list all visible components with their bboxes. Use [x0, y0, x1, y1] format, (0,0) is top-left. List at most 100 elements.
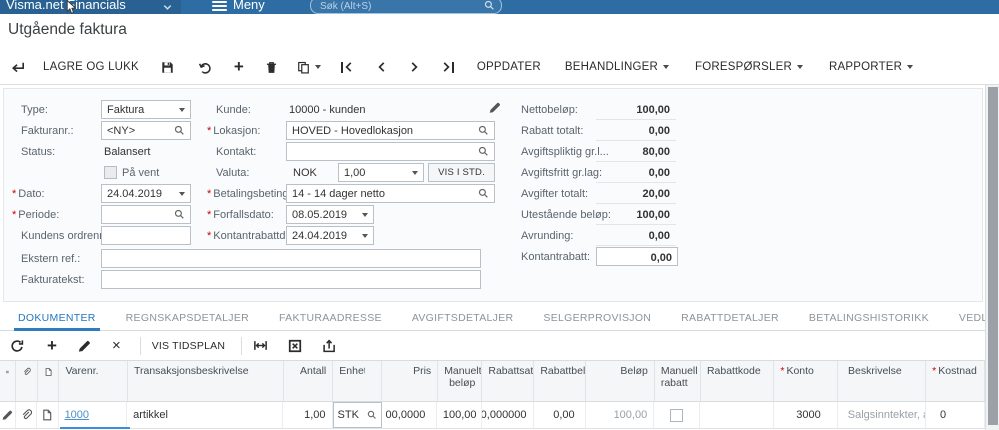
col-antall[interactable]: Antall	[284, 361, 334, 401]
undo-icon[interactable]	[198, 61, 212, 74]
contact-input[interactable]	[292, 145, 478, 158]
external-ref-field[interactable]	[101, 249, 481, 268]
export-excel-icon[interactable]	[288, 339, 302, 353]
previous-record-button[interactable]	[376, 61, 388, 73]
col-transaksjonsbeskrivelse[interactable]: Transaksjonsbeskrivelse	[128, 361, 285, 401]
tab-fakturaadresse[interactable]: FAKTURAADRESSE	[279, 312, 382, 324]
global-search-input[interactable]: Søk (Alt+S)	[310, 0, 502, 14]
fit-width-icon[interactable]	[253, 339, 268, 352]
edit-customer-pencil-icon[interactable]	[488, 101, 501, 114]
period-input[interactable]	[107, 208, 174, 221]
location-field[interactable]: HOVED - Hovedlokasjon	[286, 121, 495, 140]
col-rabattsats[interactable]: Rabattsats	[482, 361, 535, 401]
copy-document-icon[interactable]	[297, 61, 321, 74]
tab-avgiftsdetaljer[interactable]: AVGIFTSDETALJER	[411, 312, 514, 324]
add-row-icon[interactable]: +	[47, 335, 57, 355]
manual-discount-checkbox[interactable]	[670, 408, 684, 422]
col-varenr[interactable]: Varenr.	[59, 361, 128, 401]
col-enhet[interactable]: Enhet	[333, 361, 383, 401]
next-record-button[interactable]	[408, 61, 420, 73]
customer-order-field[interactable]	[101, 226, 191, 245]
tab-betalingshistorikk[interactable]: BETALINGSHISTORIKK	[808, 312, 929, 324]
cash-discount-date-field[interactable]: 24.04.2019	[286, 226, 374, 245]
update-button[interactable]: OPPDATER	[476, 61, 541, 73]
cash-discount-label: Kontantrabatt:	[521, 251, 591, 263]
cell-manuelt-belop[interactable]: 100,00	[437, 402, 482, 428]
tab-rabattdetaljer[interactable]: RABATTDETALJER	[681, 312, 779, 324]
cash-discount-field[interactable]	[596, 247, 678, 267]
cell-kostnad[interactable]: 0	[926, 402, 985, 428]
upload-icon[interactable]	[322, 339, 336, 353]
first-record-button[interactable]	[340, 61, 355, 73]
cell-enhet[interactable]: STK	[332, 402, 382, 428]
type-select[interactable]: Faktura	[101, 100, 191, 119]
cell-rabattsats[interactable]: 0,000000	[482, 402, 534, 428]
on-hold-checkbox[interactable]	[104, 166, 117, 179]
col-rabattkode[interactable]: Rabattkode	[701, 361, 775, 401]
add-icon[interactable]: +	[233, 57, 244, 76]
brand-section	[0, 0, 181, 14]
col-konto[interactable]: * Konto	[774, 361, 839, 401]
col-rabattbelop[interactable]: Rabattbeløp	[534, 361, 587, 401]
tab-dokumenter[interactable]: DOKUMENTER	[14, 312, 100, 331]
cell-transaksjonsbeskrivelse[interactable]: artikkel	[127, 402, 284, 428]
payment-terms-field[interactable]: 14 - 14 dager netto	[286, 184, 495, 203]
hamburger-menu-icon[interactable]	[212, 1, 227, 13]
menu-button[interactable]: Meny	[233, 0, 265, 12]
cell-konto[interactable]: 3000	[774, 402, 838, 428]
row-attachment-icon[interactable]	[16, 402, 38, 428]
tab-regnskapsdetaljer[interactable]: REGNSKAPSDETALJER	[125, 312, 250, 324]
contact-field[interactable]	[286, 142, 495, 161]
cell-manuell-rabatt[interactable]	[654, 402, 701, 428]
period-field[interactable]	[101, 205, 191, 224]
cell-rabattkode[interactable]	[700, 402, 774, 428]
col-pris[interactable]: Pris	[382, 361, 439, 401]
page-title: Utgående faktura	[8, 21, 127, 38]
save-icon[interactable]	[161, 61, 174, 74]
edit-row-pencil-icon[interactable]	[77, 339, 91, 353]
delete-icon[interactable]	[265, 61, 278, 74]
actions-menu-button[interactable]: BEHANDLINGER	[565, 61, 670, 73]
tab-selgerprovisjon[interactable]: SELGERPROVISJON	[543, 312, 652, 324]
delete-row-icon[interactable]: ×	[111, 337, 121, 354]
due-date-field[interactable]: 08.05.2019	[286, 205, 374, 224]
vertical-scrollbar[interactable]	[985, 85, 999, 430]
cell-pris[interactable]: 00,0000	[382, 402, 438, 428]
inquiries-menu-button[interactable]: FORESPØRSLER	[695, 61, 804, 73]
scrollbar-thumb[interactable]	[988, 87, 998, 425]
cash-discount-input[interactable]	[597, 249, 677, 267]
col-belop[interactable]: Beløp	[586, 361, 655, 401]
currency-rate-select[interactable]: 1,00	[338, 163, 424, 182]
col-kostnad[interactable]: * Kostnad	[926, 361, 985, 401]
cell-antall[interactable]: 1,00	[283, 402, 333, 428]
show-schedule-button[interactable]: VIS TIDSPLAN	[151, 339, 226, 352]
invoice-text-input[interactable]	[107, 273, 475, 286]
back-button[interactable]	[10, 61, 25, 74]
row-edit-pencil-icon[interactable]	[0, 402, 16, 428]
save-and-close-button[interactable]: LAGRE OG LUKK	[43, 61, 139, 73]
row-note-icon[interactable]	[37, 402, 59, 428]
reports-menu-button[interactable]: RAPPORTER	[829, 61, 914, 73]
external-ref-input[interactable]	[107, 252, 475, 265]
refresh-icon[interactable]	[10, 339, 24, 353]
customer-value[interactable]: 10000 - kunden	[289, 104, 366, 116]
cell-rabattbelop[interactable]: 0,00	[534, 402, 586, 428]
col-beskrivelse[interactable]: Beskrivelse	[838, 361, 927, 401]
invoice-header-panel: Type: Faktura Fakturanr.: <NY> Status: B…	[3, 88, 983, 302]
cell-varenr[interactable]: 1000	[59, 402, 128, 428]
search-icon[interactable]	[484, 0, 495, 11]
date-field[interactable]: 24.04.2019	[101, 184, 191, 203]
col-manuell-rabatt[interactable]: Manuell rabatt	[655, 361, 701, 401]
app-brand[interactable]: Visma.net Financials	[6, 0, 126, 12]
invoice-text-field[interactable]	[101, 270, 481, 289]
column-settings-icon[interactable]	[0, 361, 16, 401]
last-record-button[interactable]	[440, 61, 454, 73]
taxable-basis-label: Avgiftspliktig gr.l...	[521, 146, 609, 158]
invoice-number-field[interactable]: <NY>	[101, 121, 191, 140]
cell-beskrivelse[interactable]: Salgsinntekter, a...	[838, 402, 926, 428]
show-in-base-button[interactable]: VIS I STD.	[428, 163, 495, 182]
customer-order-input[interactable]	[107, 229, 185, 242]
brand-chevron-down-icon[interactable]	[162, 2, 173, 13]
invoice-line-row[interactable]: 1000 artikkel 1,00 STK 00,0000 100,00 0,…	[0, 402, 985, 429]
col-manuelt-belop[interactable]: Manuelt beløp	[438, 361, 483, 401]
